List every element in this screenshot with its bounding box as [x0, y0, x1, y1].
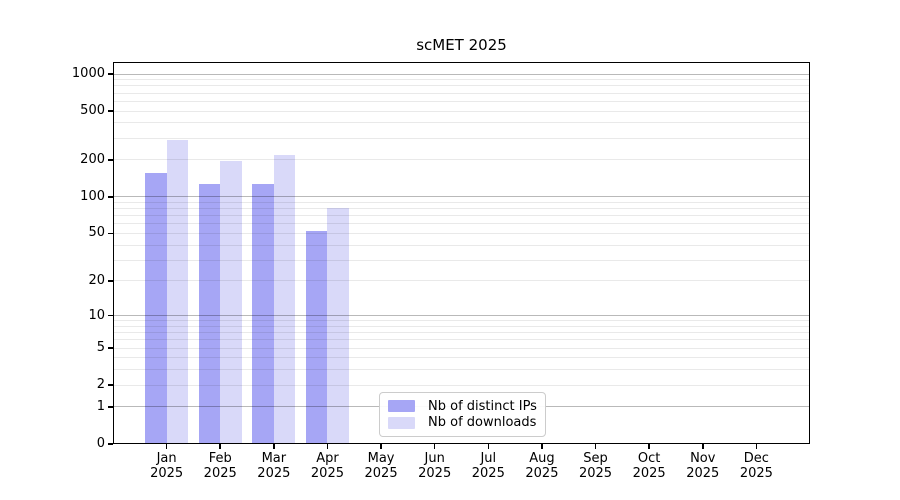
y-tick-label: 1000: [71, 66, 105, 81]
x-tick-label: Sep 2025: [566, 451, 626, 481]
x-tick: [326, 444, 329, 449]
legend-label-nb-of-downloads: Nb of downloads: [428, 415, 537, 431]
bar-nb-of-distinct-ips-jan: [145, 172, 167, 444]
y-tick: [108, 347, 113, 349]
x-tick-label-year: 2025: [203, 466, 237, 481]
x-tick: [648, 444, 650, 449]
x-tick-label-month: Mar: [261, 451, 287, 466]
chart-title: scMET 2025: [416, 36, 507, 54]
x-tick-label-year: 2025: [632, 466, 666, 481]
x-tick: [541, 444, 543, 449]
y-tick-label: 500: [80, 103, 105, 119]
plot-area: 0 1 2 5 10 20 50 100 200 500 1000 Jan 2025 Feb 2025 Mar…: [72, 62, 810, 481]
x-tick-label: Apr 2025: [297, 451, 357, 481]
legend-item-nb-of-downloads: Nb of downloads: [388, 415, 537, 432]
y-tick-label: 50: [88, 225, 105, 241]
x-tick-label-month: Aug: [529, 451, 555, 466]
legend-item-nb-of-distinct-ips: Nb of distinct IPs: [388, 398, 537, 415]
bar-nb-of-downloads-feb: [220, 161, 242, 444]
bar-nb-of-distinct-ips-feb: [198, 183, 221, 444]
x-tick: [702, 444, 704, 449]
x-tick: [594, 444, 597, 449]
x-tick-label-year: 2025: [257, 466, 291, 481]
x-tick-label-month: Dec: [743, 451, 769, 466]
x-tick-label-month: Oct: [637, 451, 661, 466]
bar-nb-of-distinct-ips-mar: [252, 183, 274, 444]
x-tick-label: Oct 2025: [619, 451, 679, 481]
y-tick: [108, 232, 113, 235]
x-tick-label-year: 2025: [578, 466, 613, 481]
x-tick-label: May 2025: [351, 451, 411, 481]
bar-nb-of-distinct-ips-apr: [305, 231, 328, 444]
y-tick-label: 100: [80, 188, 105, 204]
x-tick-label-month: May: [367, 451, 395, 466]
x-tick-label-month: Jun: [424, 451, 445, 466]
legend-swatch-nb-of-downloads: [388, 416, 415, 429]
x-tick-label-year: 2025: [364, 466, 398, 481]
y-tick-label: 20: [88, 272, 105, 288]
x-tick: [487, 444, 490, 449]
y-tick: [108, 110, 113, 112]
x-tick-label: Jan 2025: [137, 451, 197, 481]
x-tick-label-month: Apr: [316, 451, 339, 466]
y-tick: [108, 406, 113, 408]
x-tick-label: Aug 2025: [512, 451, 572, 481]
x-tick-label-year: 2025: [471, 466, 505, 481]
y-tick: [108, 443, 113, 445]
x-tick-label-month: Jul: [480, 451, 497, 466]
legend: Nb of distinct IPs Nb of downloads: [379, 392, 546, 437]
x-tick-label-year: 2025: [150, 466, 184, 481]
x-tick-label-year: 2025: [739, 466, 773, 481]
y-tick: [108, 159, 113, 161]
y-tick: [108, 196, 113, 198]
x-tick-label-year: 2025: [310, 466, 344, 481]
y-tick: [108, 314, 113, 317]
x-tick-label-year: 2025: [686, 466, 720, 481]
axis-layer: 0 1 2 5 10 20 50 100 200 500 1000 Jan 2025 Feb 2025 Mar…: [72, 62, 810, 481]
x-tick-label-year: 2025: [418, 466, 452, 481]
x-tick-label-year: 2025: [525, 466, 559, 481]
y-tick-label: 1: [96, 398, 105, 414]
legend-label-nb-of-distinct-ips: Nb of distinct IPs: [428, 398, 537, 414]
x-tick: [219, 444, 221, 449]
x-tick-label: Feb 2025: [190, 451, 250, 481]
y-tick: [108, 73, 113, 75]
y-tick-label: 10: [88, 307, 105, 323]
y-tick: [108, 384, 113, 386]
y-tick-label: 2: [96, 377, 105, 393]
x-tick: [380, 444, 382, 449]
y-tick-label: 200: [80, 151, 105, 167]
x-tick-label: Nov 2025: [673, 451, 733, 481]
x-tick-label: Jun 2025: [405, 451, 465, 481]
x-tick-label: Jul 2025: [458, 451, 518, 481]
x-tick-label-month: Feb: [208, 451, 232, 466]
legend-swatch-nb-of-distinct-ips: [388, 400, 415, 413]
x-tick: [165, 444, 168, 449]
x-tick-label-month: Sep: [583, 451, 608, 466]
x-tick: [755, 444, 758, 449]
bar-nb-of-downloads-mar: [273, 154, 296, 444]
x-tick: [273, 444, 275, 449]
y-tick: [108, 280, 113, 282]
x-tick-label: Mar 2025: [244, 451, 304, 481]
x-tick-label-month: Nov: [690, 451, 716, 466]
y-tick-label: 5: [96, 340, 105, 356]
x-tick: [433, 444, 436, 449]
x-tick-label-month: Jan: [156, 451, 177, 466]
x-tick-label: Dec 2025: [726, 451, 786, 481]
y-tick-label: 0: [96, 436, 105, 451]
